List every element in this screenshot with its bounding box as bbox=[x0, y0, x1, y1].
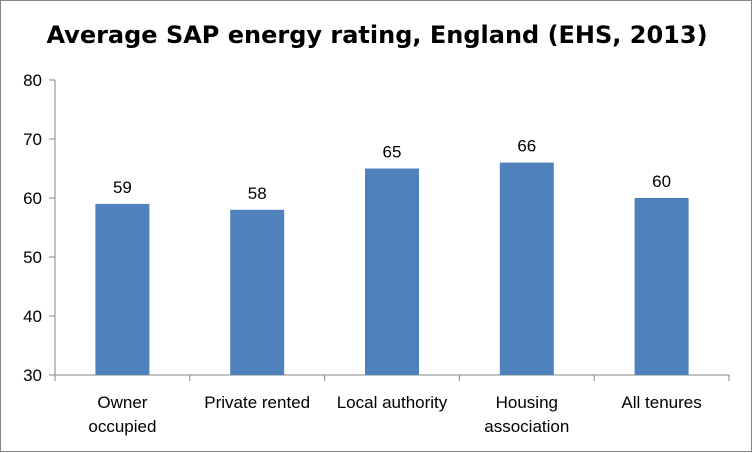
y-tick-label: 60 bbox=[23, 189, 42, 208]
bar bbox=[365, 168, 419, 375]
y-tick-label: 80 bbox=[23, 71, 42, 90]
data-label: 59 bbox=[113, 178, 132, 197]
y-tick-label: 70 bbox=[23, 130, 42, 149]
data-label: 60 bbox=[652, 172, 671, 191]
bar bbox=[634, 198, 689, 375]
chart-title: Average SAP energy rating, England (EHS,… bbox=[46, 21, 708, 49]
bar bbox=[95, 203, 150, 375]
data-label: 58 bbox=[248, 184, 267, 203]
category-label: Housing bbox=[496, 393, 558, 412]
category-label: Local authority bbox=[337, 393, 448, 412]
y-tick-label: 30 bbox=[23, 366, 42, 385]
data-label: 66 bbox=[517, 137, 536, 156]
y-tick-label: 50 bbox=[23, 248, 42, 267]
category-label: association bbox=[484, 417, 569, 436]
category-label: All tenures bbox=[621, 393, 701, 412]
bar bbox=[230, 209, 285, 375]
category-label: Private rented bbox=[204, 393, 310, 412]
category-label: occupied bbox=[88, 417, 156, 436]
data-label: 65 bbox=[383, 143, 402, 162]
category-label: Owner bbox=[97, 393, 147, 412]
bar bbox=[499, 162, 554, 375]
y-tick-label: 40 bbox=[23, 307, 42, 326]
